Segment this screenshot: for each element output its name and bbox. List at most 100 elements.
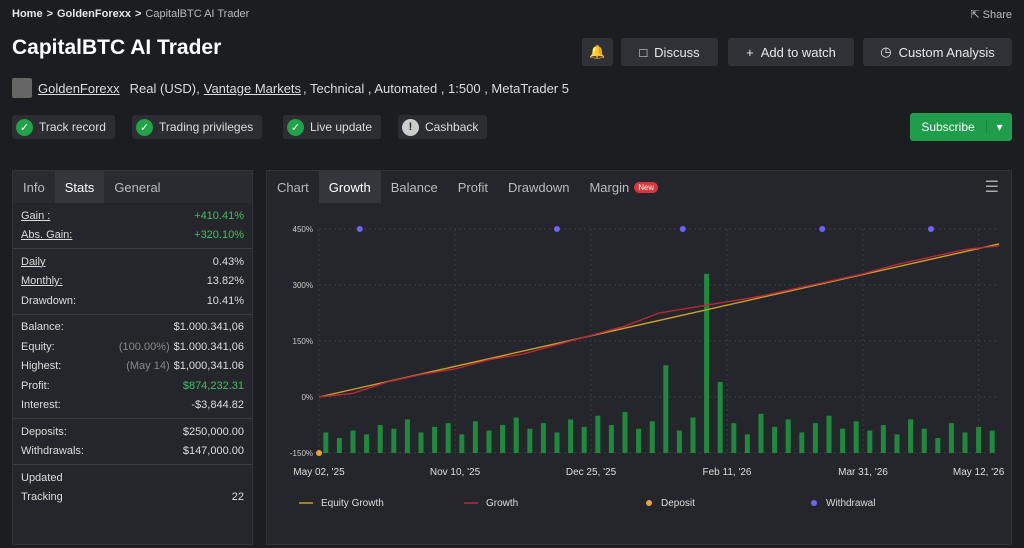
bell-button[interactable]: 🔔	[582, 38, 613, 66]
new-badge: New	[634, 181, 659, 193]
discuss-button[interactable]: □ Discuss	[621, 38, 718, 66]
bar	[472, 421, 478, 453]
tab[interactable]: Balance	[390, 179, 438, 195]
bar	[432, 426, 438, 453]
stats-value-wrap: (100.00%) $1.000.341,06	[119, 341, 244, 353]
bar	[853, 421, 859, 453]
series-dot	[356, 226, 363, 232]
bar	[976, 426, 982, 453]
series-dot	[928, 226, 934, 232]
stats-group: Updated Tracking 22	[13, 465, 252, 510]
button-label: Add to watch	[760, 44, 836, 60]
legend-label: Withdrawal	[826, 498, 875, 509]
stats-label: Drawdown:	[21, 294, 77, 307]
bar	[540, 423, 546, 453]
stats-value-wrap: -$3,844.82	[191, 399, 244, 411]
bar	[989, 430, 995, 453]
bar	[826, 415, 832, 453]
stats-value-wrap: $147,000.00	[183, 445, 244, 457]
x-tick-label: Mar 31, '26	[838, 467, 888, 478]
tab[interactable]: General	[114, 179, 161, 195]
analysis-button[interactable]: ◷ Custom Analysis	[863, 38, 1012, 66]
dropdown-caret[interactable]: ▾	[986, 120, 1012, 134]
bar	[568, 419, 574, 453]
stats-label: Balance:	[21, 321, 64, 334]
stats-value: 13.82%	[206, 275, 244, 288]
series-dot	[554, 226, 560, 232]
subscribe-label: Subscribe	[921, 120, 975, 134]
stats-row: Withdrawals: $147,000.00	[13, 442, 252, 462]
tab[interactable]: Drawdown	[508, 179, 570, 195]
stats-label: Deposits:	[21, 425, 67, 438]
owner-link[interactable]: GoldenForexx	[38, 80, 120, 96]
badge-label: Live update	[310, 120, 373, 134]
subscribe-button[interactable]: Subscribe ▾	[910, 113, 1012, 141]
stats-note: (May 14)	[126, 360, 170, 373]
badge: ! Cashback	[398, 115, 488, 139]
stats-row: Tracking 22	[13, 488, 252, 508]
breadcrumb-item[interactable]: Home	[12, 8, 43, 20]
tab[interactable]: Info	[23, 179, 45, 195]
bar	[799, 432, 805, 453]
breadcrumb-item[interactable]: GoldenForexx	[57, 8, 131, 20]
series-dot	[316, 450, 322, 456]
stats-list: Gain : +410.41% Abs. Gain: +320.10% Daily 0.4…	[13, 203, 252, 510]
check-icon: ✓	[136, 118, 153, 136]
stats-row: Profit: $874,232.31	[13, 376, 252, 396]
bar	[404, 419, 410, 453]
bar	[581, 426, 587, 453]
series-dot	[819, 226, 826, 232]
legend-label: Growth	[486, 498, 518, 509]
bar	[731, 423, 737, 453]
tab[interactable]: Stats	[54, 171, 105, 203]
legend-label: Deposit	[661, 498, 695, 509]
series-dot	[679, 226, 686, 232]
account-details: , Technical , Automated , 1:500 , MetaTr…	[303, 80, 569, 96]
badge: ✓ Track record	[12, 115, 115, 139]
y-tick-label: 0%	[301, 393, 313, 402]
badge: ✓ Trading privileges	[132, 115, 263, 139]
stats-label: Abs. Gain:	[21, 229, 73, 242]
legend-swatch	[646, 500, 652, 506]
bar	[364, 434, 370, 453]
x-tick-label: Dec 25, '25	[566, 467, 617, 478]
share[interactable]: ⇱ Share	[970, 8, 1012, 21]
watch-button[interactable]: + Add to watch	[728, 38, 854, 66]
bar	[418, 432, 424, 453]
bar	[486, 430, 492, 453]
x-tick-label: Nov 10, '25	[430, 467, 481, 478]
stats-row: Balance: $1.000.341,06	[13, 318, 252, 338]
bar	[336, 438, 342, 453]
stats-value: $1.000.341,06	[173, 321, 244, 334]
bar	[704, 273, 710, 453]
legend-label: Equity Growth	[321, 498, 384, 509]
stats-row: Equity: (100.00%) $1.000.341,06	[13, 337, 252, 357]
tab[interactable]: Profit	[457, 179, 489, 195]
tab[interactable]: Growth	[318, 171, 381, 203]
tab[interactable]: Chart	[277, 179, 309, 195]
broker-link[interactable]: Vantage Markets	[203, 80, 302, 96]
stats-label: Withdrawals:	[21, 445, 84, 458]
settings-icon[interactable]: ☰	[984, 179, 999, 196]
bar	[527, 428, 533, 453]
bar	[758, 413, 764, 453]
check-icon: ✓	[16, 118, 33, 136]
bar	[622, 411, 628, 453]
breadcrumb-item[interactable]: CapitalBTC AI Trader	[145, 8, 250, 20]
bar	[445, 423, 451, 453]
bar	[377, 425, 383, 453]
stats-label: Monthly:	[21, 275, 63, 288]
y-tick-label: 450%	[293, 225, 313, 234]
stats-value-wrap: +320.10%	[194, 229, 244, 241]
x-tick-label: May 02, '25	[293, 467, 345, 478]
stats-value-wrap: $1.000.341,06	[174, 321, 244, 333]
stats-label: Updated	[21, 471, 63, 484]
stats-value: 10.41%	[206, 294, 244, 307]
badge-label: Track record	[39, 120, 106, 134]
bar	[391, 428, 397, 453]
tab[interactable]: Margin New	[579, 171, 668, 203]
bar	[717, 382, 723, 453]
stats-value-wrap: 13.82%	[207, 275, 244, 287]
bar	[948, 423, 954, 453]
